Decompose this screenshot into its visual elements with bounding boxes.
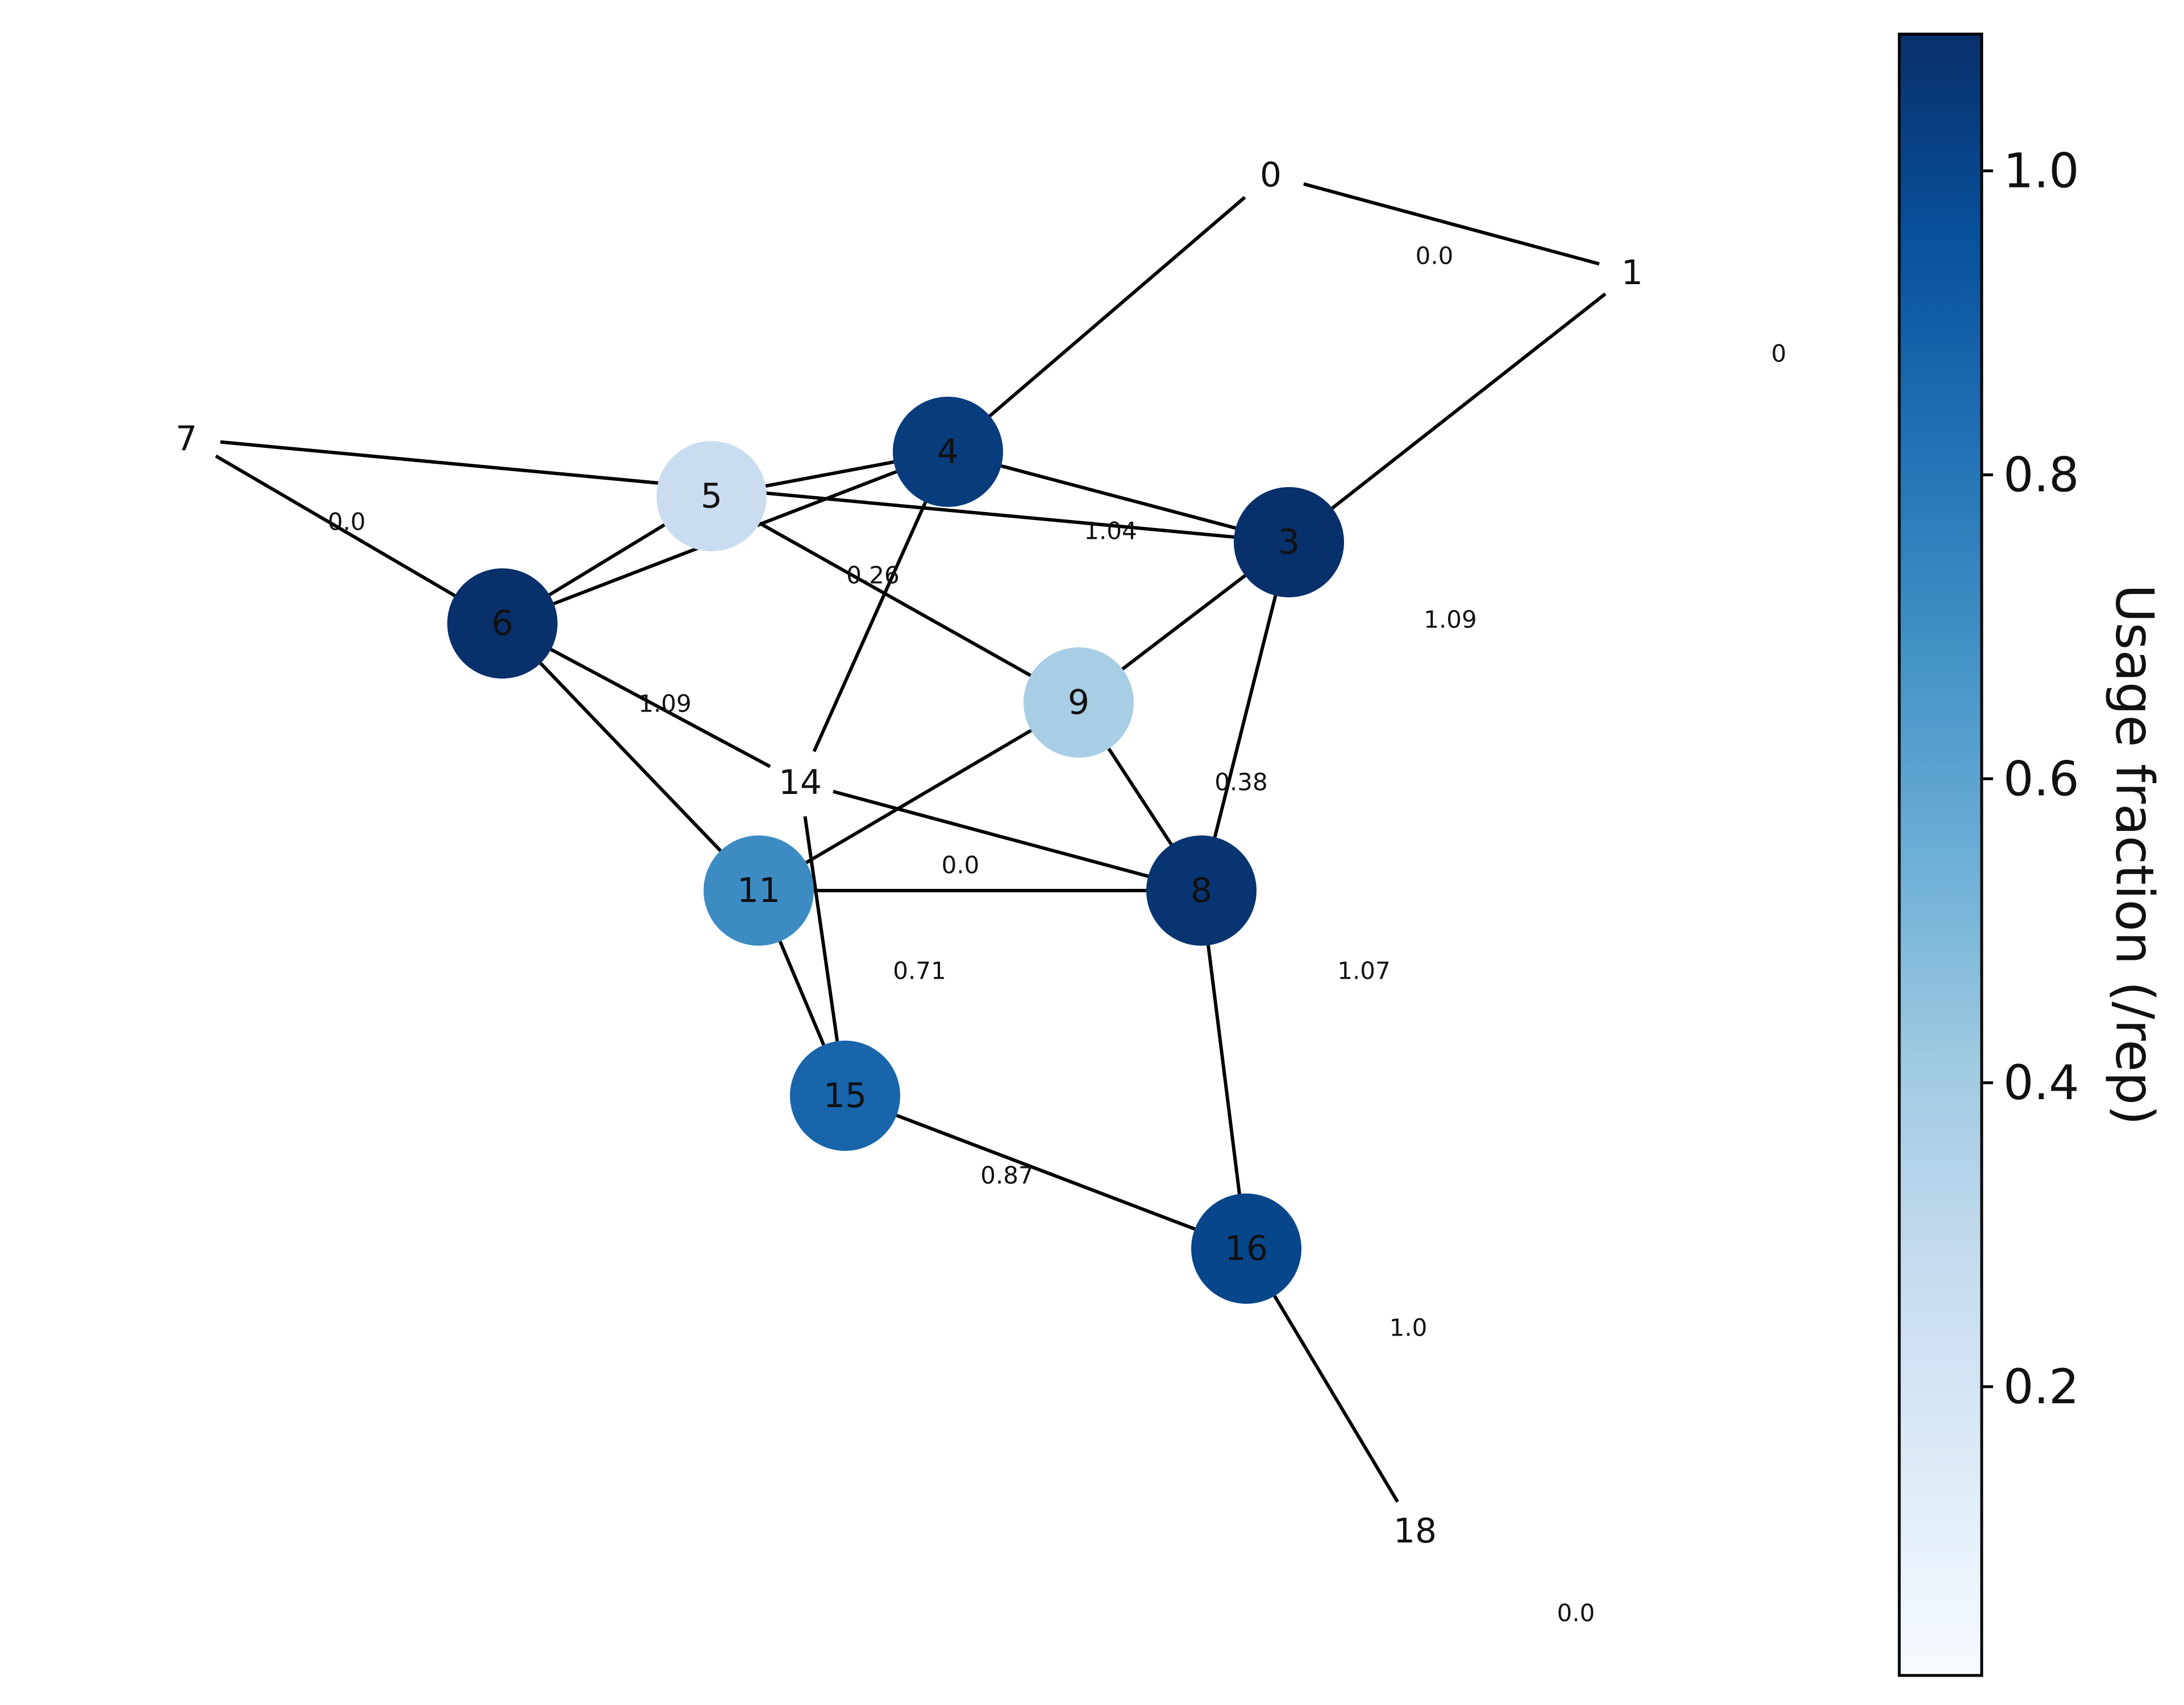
value-label: 0 (1771, 340, 1787, 368)
node-label-5: 5 (701, 476, 722, 516)
node-circle-3 (1234, 487, 1344, 597)
node-3: 3 (1234, 487, 1344, 597)
node-label-18: 18 (1393, 1511, 1437, 1551)
node-label-7: 7 (176, 419, 197, 459)
node-circle-6 (447, 568, 558, 679)
value-label: 1.0 (1390, 1314, 1428, 1342)
value-label: 0.0 (942, 851, 980, 879)
value-label: 0.87 (980, 1162, 1034, 1190)
edge-7-6 (215, 454, 456, 597)
value-label: 1.04 (1084, 517, 1137, 545)
colorbar-tick-label: 0.4 (2003, 1055, 2079, 1111)
edge-16-18 (1273, 1295, 1399, 1503)
edge-11-15 (778, 941, 826, 1046)
colorbar-tick-label: 1.0 (2003, 143, 2079, 199)
edge-9-11 (805, 729, 1032, 864)
node-label-4: 4 (937, 432, 959, 472)
edge-0-1 (1303, 182, 1600, 266)
edges-layer (215, 182, 1607, 1503)
edge-9-8 (1107, 747, 1173, 846)
nodes-layer: 0 1 3 4 5 6 7 8 9 11 14 15 16 18 (176, 155, 1643, 1551)
node-circle-8 (1146, 835, 1257, 946)
node-circle-15 (790, 1041, 900, 1151)
node-0: 0 (1260, 155, 1282, 195)
value-label: 0.0 (1416, 242, 1454, 270)
node-16: 16 (1191, 1194, 1301, 1304)
node-circle-11 (704, 835, 814, 946)
node-circle-5 (656, 441, 767, 551)
node-label-6: 6 (492, 604, 513, 643)
value-label: 0.71 (893, 957, 946, 985)
value-label: 1.07 (1337, 957, 1391, 985)
edge-4-5 (765, 460, 895, 488)
node-9: 9 (1024, 647, 1134, 758)
colorbar-title: Usage fraction (/rep) (2104, 584, 2165, 1125)
colorbar-tick-label: 0.6 (2003, 751, 2079, 806)
node-label-14: 14 (779, 763, 822, 802)
node-label-16: 16 (1225, 1229, 1268, 1269)
value-label: 0.26 (846, 562, 900, 589)
node-7: 7 (176, 419, 197, 459)
node-18: 18 (1393, 1511, 1437, 1551)
node-label-9: 9 (1068, 683, 1089, 722)
edge-0-4 (988, 196, 1246, 418)
edge-3-9 (1121, 574, 1246, 671)
value-label: 0.38 (1214, 768, 1268, 796)
value-label: 1.09 (1424, 606, 1477, 634)
node-11: 11 (704, 835, 814, 946)
edge-4-14 (812, 501, 927, 752)
edge-5-6 (548, 523, 665, 597)
node-circle-4 (893, 397, 1003, 507)
edge-15-16 (896, 1113, 1196, 1231)
node-label-1: 1 (1621, 253, 1643, 293)
node-label-11: 11 (737, 871, 780, 910)
edge-14-15 (803, 816, 839, 1042)
edge-3-8 (1213, 595, 1278, 838)
value-label: 0.0 (1557, 1599, 1595, 1627)
colorbar: 0.2 0.4 0.6 0.8 1.0 Usage fraction (/rep) (1898, 32, 2165, 1677)
node-5: 5 (656, 441, 767, 551)
edge-8-16 (1207, 945, 1241, 1195)
edge-14-8 (833, 789, 1149, 878)
colorbar-gradient (1898, 32, 1983, 1677)
node-15: 15 (790, 1041, 900, 1151)
node-4: 4 (893, 397, 1003, 507)
node-1: 1 (1621, 253, 1643, 293)
node-circle-9 (1024, 647, 1134, 758)
value-label: 0.0 (328, 508, 366, 536)
node-6: 6 (447, 568, 558, 679)
colorbar-tick-label: 0.2 (2003, 1359, 2079, 1415)
edge-6-11 (539, 662, 722, 852)
node-label-8: 8 (1191, 871, 1212, 910)
edge-4-3 (1000, 464, 1237, 530)
node-label-0: 0 (1260, 155, 1282, 195)
node-label-15: 15 (823, 1076, 867, 1116)
value-labels-layer: 0.000.0 1.040.261.091.090.380.00.71 1.070.… (328, 242, 1787, 1627)
edge-1-3 (1331, 292, 1607, 510)
value-label: 1.09 (638, 690, 692, 718)
colorbar-ticks: 0.2 0.4 0.6 0.8 1.0 (1982, 143, 2079, 1415)
colorbar-tick-label: 0.8 (2003, 447, 2079, 502)
node-label-3: 3 (1278, 522, 1300, 562)
node-circle-16 (1191, 1194, 1301, 1304)
node-8: 8 (1146, 835, 1257, 946)
node-14: 14 (779, 763, 822, 802)
edge-5-9 (759, 521, 1031, 677)
edge-6-14 (550, 648, 771, 768)
